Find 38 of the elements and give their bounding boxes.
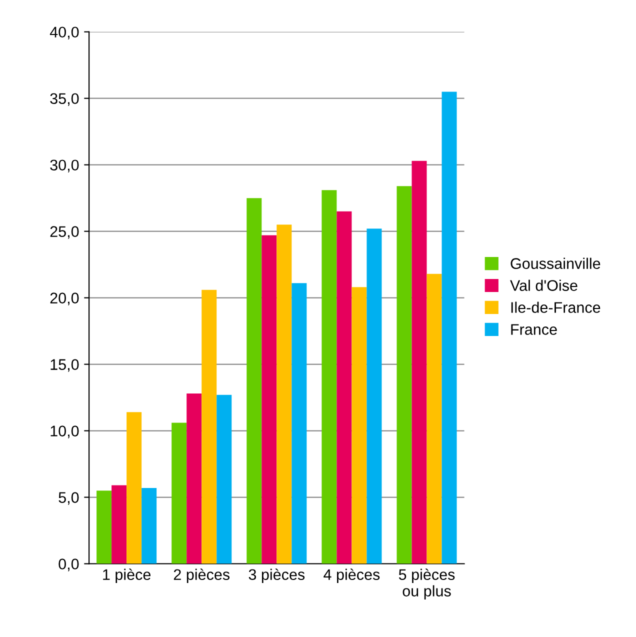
bar — [172, 422, 187, 564]
bar — [202, 290, 217, 564]
y-tick-label: 20,0 — [50, 292, 79, 306]
legend-label: Val d'Oise — [510, 280, 578, 291]
bar — [126, 412, 142, 564]
y-tick-label: 5,0 — [58, 492, 79, 505]
x-tick-label: 3 pièces — [248, 568, 305, 584]
x-tick-label: 1 pièce — [103, 568, 151, 584]
y-tick-label: 35,0 — [50, 93, 79, 106]
bar — [262, 235, 277, 564]
legend-label: Goussainville — [510, 258, 600, 269]
bar — [112, 485, 127, 564]
y-tick-label: 25,0 — [50, 226, 79, 239]
bar — [426, 274, 442, 564]
y-tick-label: 15,0 — [50, 359, 79, 372]
x-tick-label: 2 pièces — [174, 568, 230, 584]
legend-label: Ile-de-France — [511, 302, 600, 313]
y-tick-label: 30,0 — [50, 160, 79, 172]
bar — [216, 394, 232, 564]
bar — [412, 160, 427, 564]
bar — [442, 92, 457, 564]
bar — [186, 394, 202, 564]
bar — [352, 287, 367, 564]
bar — [396, 186, 412, 564]
bar — [96, 490, 112, 564]
x-tick-label: 5 pièces ou plus — [398, 568, 455, 600]
bar — [292, 283, 307, 564]
bar — [366, 228, 382, 564]
y-tick-label: 40,0 — [50, 26, 79, 40]
bar — [322, 190, 337, 564]
y-tick-label: 10,0 — [50, 426, 79, 438]
legend-label: France — [511, 324, 557, 335]
bar — [276, 224, 292, 564]
bar — [246, 198, 262, 564]
x-tick-label: 4 pièces — [324, 568, 380, 584]
bar — [336, 211, 352, 564]
y-tick-label: 0,0 — [58, 558, 79, 572]
bar — [142, 488, 157, 564]
